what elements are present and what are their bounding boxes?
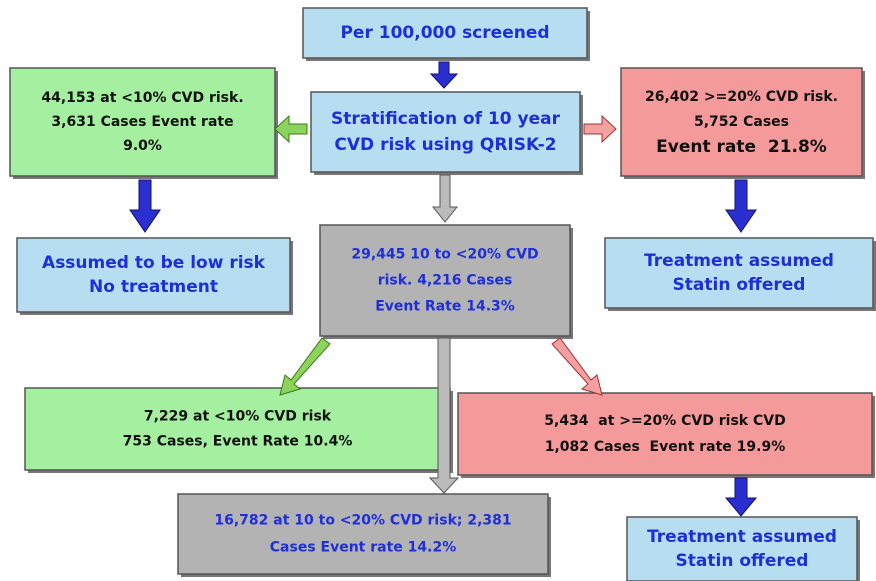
box-text: 7,229 at <10% CVD risk	[144, 409, 332, 425]
box-text: risk. 4,216 Cases	[378, 273, 513, 289]
box	[310, 91, 581, 173]
box	[457, 392, 873, 476]
box-text: Treatment assumed	[644, 251, 834, 271]
box-text: Per 100,000 screened	[340, 23, 549, 43]
box-text: Assumed to be low risk	[42, 253, 266, 273]
box-text: 5,434 at >=20% CVD risk CVD	[544, 413, 785, 429]
box-text: 5,752 Cases	[694, 114, 789, 130]
box-text: 1,082 Cases Event rate 19.9%	[545, 439, 786, 455]
box-text: 26,402 >=20% CVD risk.	[645, 89, 838, 105]
box	[302, 7, 588, 59]
box-text: No treatment	[89, 277, 218, 297]
box-text: Statin offered	[676, 551, 809, 571]
box	[604, 237, 874, 309]
box	[319, 224, 571, 337]
box-text: Event rate 21.8%	[656, 137, 827, 157]
box-text: 44,153 at <10% CVD risk.	[41, 90, 243, 106]
arrows	[129, 61, 758, 517]
box	[16, 237, 291, 313]
box	[9, 67, 276, 177]
box	[24, 387, 451, 471]
box	[626, 516, 858, 581]
box-text: CVD risk using QRISK-2	[334, 135, 556, 155]
box-text: 16,782 at 10 to <20% CVD risk; 2,381	[214, 513, 511, 529]
box-text: 753 Cases, Event Rate 10.4%	[123, 434, 353, 450]
box-text: Statin offered	[673, 275, 806, 295]
box-text: 29,445 10 to <20% CVD	[351, 247, 538, 263]
box	[177, 493, 549, 575]
box-text: Event Rate 14.3%	[375, 299, 515, 315]
box	[620, 67, 863, 177]
box-text: Treatment assumed	[647, 527, 837, 547]
box-text: 9.0%	[123, 138, 162, 154]
box-text: 3,631 Cases Event rate	[51, 114, 233, 130]
box-text: Cases Event rate 14.2%	[270, 540, 456, 556]
box-text: Stratification of 10 year	[331, 109, 561, 129]
